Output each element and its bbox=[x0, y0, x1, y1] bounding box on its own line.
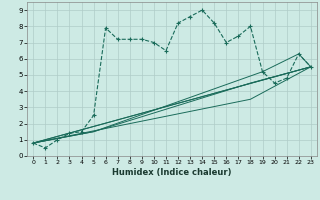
X-axis label: Humidex (Indice chaleur): Humidex (Indice chaleur) bbox=[112, 168, 232, 177]
